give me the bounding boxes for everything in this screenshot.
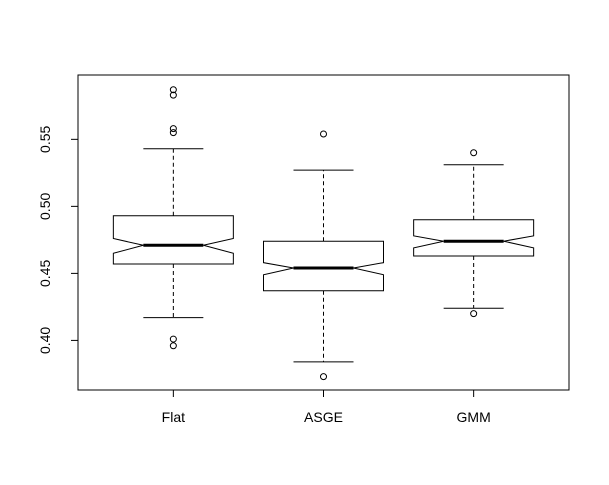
x-tick-label: ASGE: [304, 409, 343, 425]
outlier: [169, 129, 177, 137]
box: [263, 240, 384, 292]
outlier: [169, 125, 177, 133]
x-tick-label: Flat: [162, 409, 185, 425]
outlier: [470, 149, 478, 157]
y-tick-label: 0.45: [37, 260, 53, 287]
outlier: [169, 91, 177, 99]
outlier: [169, 342, 177, 350]
x-tick-label: GMM: [457, 409, 491, 425]
box: [112, 215, 234, 265]
box: [413, 219, 535, 257]
y-tick-label: 0.55: [37, 126, 53, 153]
outlier: [320, 130, 327, 138]
y-tick-label: 0.40: [37, 327, 53, 354]
outlier: [470, 310, 478, 318]
outlier: [169, 335, 177, 343]
y-tick-label: 0.50: [37, 193, 53, 220]
outlier: [320, 373, 327, 381]
outlier: [169, 86, 177, 94]
